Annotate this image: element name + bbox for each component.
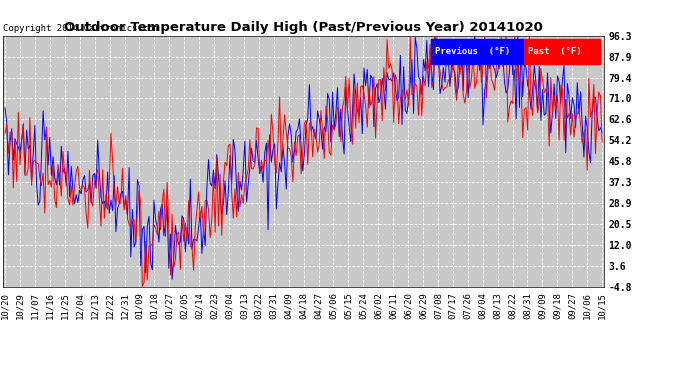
Title: Outdoor Temperature Daily High (Past/Previous Year) 20141020: Outdoor Temperature Daily High (Past/Pre… bbox=[64, 21, 543, 34]
Text: Copyright 2014 Cartronics.com: Copyright 2014 Cartronics.com bbox=[3, 24, 159, 33]
Bar bbox=[431, 39, 524, 64]
Text: Past  (°F): Past (°F) bbox=[528, 47, 582, 56]
Bar bbox=[524, 39, 600, 64]
Text: Previous  (°F): Previous (°F) bbox=[435, 47, 510, 56]
